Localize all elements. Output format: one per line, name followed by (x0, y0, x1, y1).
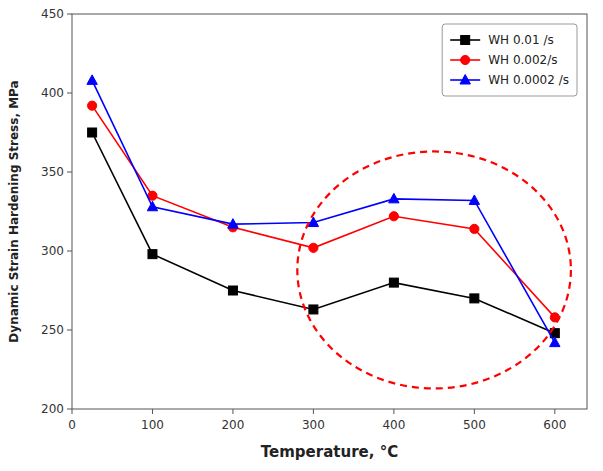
data-point (470, 224, 479, 233)
plot-frame (72, 14, 587, 409)
data-point (148, 250, 157, 259)
series-line (92, 133, 555, 334)
x-tick (474, 409, 475, 414)
data-point (147, 201, 157, 211)
data-point (550, 337, 560, 347)
legend-label: WH 0.0002 /s (488, 73, 569, 87)
x-tick (313, 409, 314, 414)
data-point (469, 195, 479, 205)
legend-box (442, 24, 577, 96)
annotation-ellipse (297, 151, 571, 388)
data-point (88, 101, 97, 110)
series (88, 128, 560, 338)
legend-marker (460, 75, 470, 85)
data-point (228, 219, 238, 229)
legend-marker (461, 55, 470, 64)
x-tick-label: 200 (221, 418, 244, 432)
x-tick (72, 409, 73, 414)
series (87, 75, 560, 347)
y-tick-label: 300 (41, 244, 64, 258)
x-tick-label: 400 (382, 418, 405, 432)
data-point (308, 217, 318, 227)
data-point (88, 128, 97, 137)
legend-marker (461, 36, 470, 45)
y-tick-label: 400 (41, 86, 64, 100)
y-tick (67, 14, 72, 15)
x-tick (152, 409, 153, 414)
data-point (389, 278, 398, 287)
chart: 0 100 200 300 400 500 600 200 250 300 350 400 450 Tem… (0, 0, 603, 471)
legend: WH 0.01 /s WH 0.002/s WH 0.0002 /s (442, 24, 577, 96)
x-tick (393, 409, 394, 414)
x-tick-label: 600 (543, 418, 566, 432)
x-tick-label: 300 (302, 418, 325, 432)
y-tick-label: 450 (41, 7, 64, 21)
series-line (92, 80, 555, 342)
plot-background (72, 14, 587, 409)
legend-label: WH 0.002/s (488, 53, 557, 67)
legend-label: WH 0.01 /s (488, 33, 554, 47)
y-tick-label: 200 (41, 402, 64, 416)
x-tick-label: 500 (463, 418, 486, 432)
y-tick (67, 330, 72, 331)
plot-area (87, 75, 571, 389)
x-tick-label: 0 (68, 418, 76, 432)
data-point (228, 286, 237, 295)
y-tick (67, 409, 72, 410)
data-point (309, 243, 318, 252)
data-point (309, 305, 318, 314)
data-point (389, 193, 399, 203)
data-point (87, 75, 97, 85)
x-axis-label: Temperature, °C (261, 443, 398, 461)
y-tick-label: 350 (41, 165, 64, 179)
y-tick (67, 172, 72, 173)
y-tick (67, 251, 72, 252)
data-point (470, 294, 479, 303)
x-tick (232, 409, 233, 414)
series-line (92, 106, 555, 318)
data-point (389, 212, 398, 221)
x-tick-label: 100 (141, 418, 164, 432)
x-tick (554, 409, 555, 414)
y-tick (67, 93, 72, 94)
y-axis-label: Dynamic Strain Hardening Stress, MPa (7, 80, 21, 342)
series (88, 101, 560, 322)
y-tick-label: 250 (41, 323, 64, 337)
